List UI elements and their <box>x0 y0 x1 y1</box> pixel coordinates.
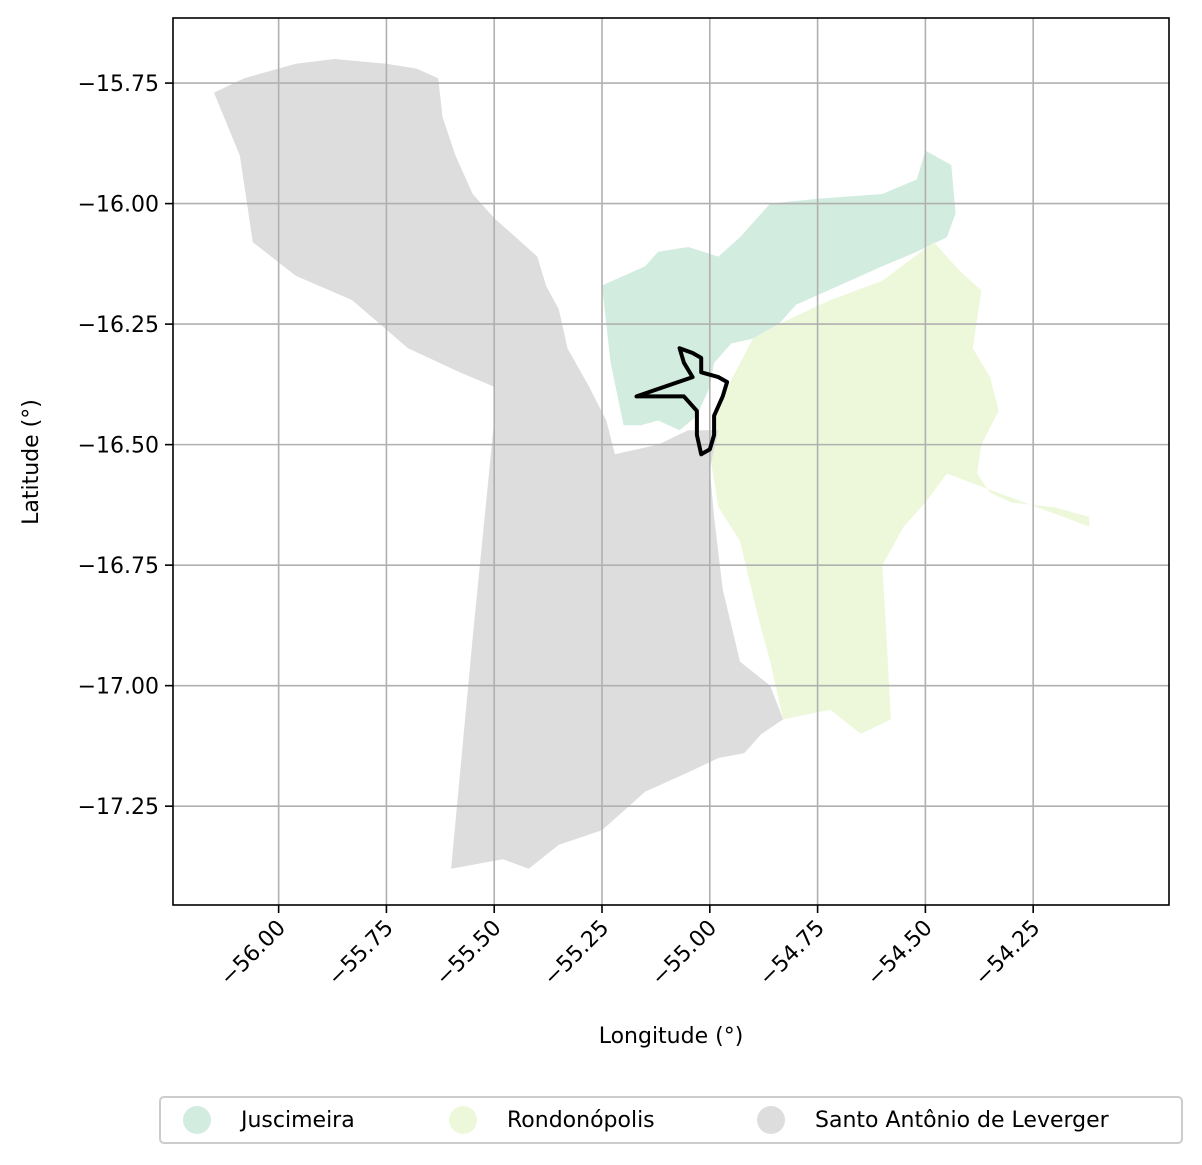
legend-item-juscimeira: Juscimeira <box>183 1106 355 1134</box>
legend-item-santo-antonio: Santo Antônio de Leverger <box>757 1106 1109 1134</box>
x-tick-label: −54.50 <box>862 916 937 991</box>
x-axis-label: Longitude (°) <box>599 1024 744 1049</box>
grid-layer <box>173 18 1169 905</box>
y-tick-label: −16.25 <box>78 313 159 338</box>
x-tick-label: −54.25 <box>970 916 1045 991</box>
x-tick-label: −56.00 <box>216 916 291 991</box>
region-juscimeira <box>602 150 956 431</box>
region-rondonopolis <box>709 242 1090 734</box>
legend-item-rondonopolis: Rondonópolis <box>449 1106 655 1134</box>
x-tick-label: −55.25 <box>539 916 614 991</box>
legend-swatch-santo-antonio <box>757 1106 785 1134</box>
legend-swatch-juscimeira <box>183 1106 211 1134</box>
x-tick-label: −55.50 <box>431 916 506 991</box>
region-santo-antonio-de-leverger <box>214 59 784 869</box>
y-tick-label: −16.75 <box>78 554 159 579</box>
legend-label-juscimeira: Juscimeira <box>241 1107 355 1133</box>
plot-frame <box>172 17 1170 906</box>
outline-layer <box>634 346 730 457</box>
y-tick-label: −15.75 <box>78 72 159 97</box>
y-tick-label: −17.25 <box>78 795 159 820</box>
map-chart: −56.00 −55.75 −55.50 −55.25 −55.00 −54.75 −54.… <box>19 17 1170 1049</box>
legend-swatch-rondonopolis <box>449 1106 477 1134</box>
x-tick-label: −54.75 <box>755 916 830 991</box>
y-tick-label: −16.50 <box>78 434 159 459</box>
legend-label-rondonopolis: Rondonópolis <box>507 1107 655 1133</box>
legend: Juscimeira Rondonópolis Santo Antônio de… <box>159 1096 1183 1144</box>
x-tick-label: −55.00 <box>647 916 722 991</box>
y-tick-label: −17.00 <box>78 675 159 700</box>
highlight-outline <box>634 346 730 457</box>
x-tick-label: −55.75 <box>323 916 398 991</box>
y-tick-label: −16.00 <box>78 193 159 218</box>
regions-layer <box>214 59 1090 869</box>
legend-label-santo-antonio: Santo Antônio de Leverger <box>815 1107 1109 1133</box>
y-axis-label: Latitude (°) <box>19 399 44 525</box>
